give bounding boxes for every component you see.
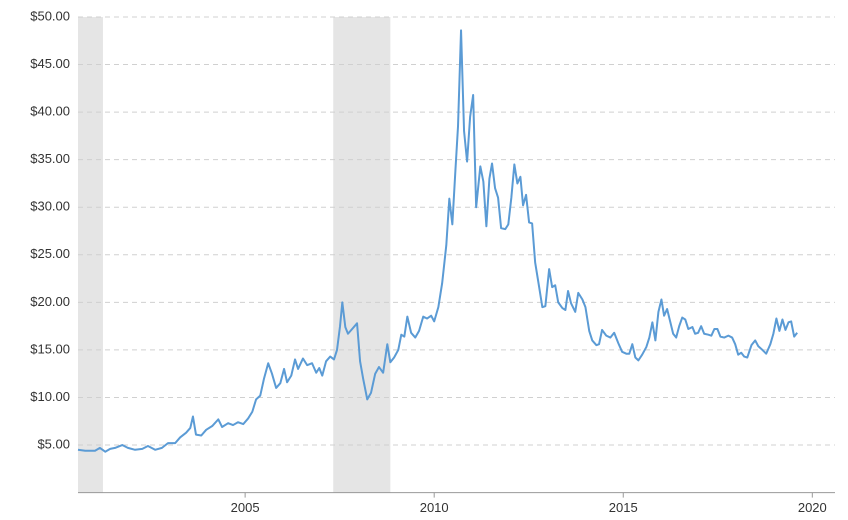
price-line	[77, 29, 798, 453]
x-tick-label: 2010	[420, 500, 449, 515]
y-tick-label: $25.00	[30, 246, 70, 261]
y-tick-label: $35.00	[30, 151, 70, 166]
y-tick-label: $40.00	[30, 104, 70, 119]
y-tick-label: $20.00	[30, 294, 70, 309]
y-tick-label: $5.00	[37, 436, 70, 451]
x-tick-label: 2015	[609, 500, 638, 515]
x-tick-label: 2005	[231, 500, 260, 515]
y-tick-label: $15.00	[30, 341, 70, 356]
y-tick-label: $30.00	[30, 199, 70, 214]
y-tick-label: $45.00	[30, 56, 70, 71]
y-tick-label: $10.00	[30, 389, 70, 404]
x-tick-label: 2020	[798, 500, 827, 515]
y-tick-label: $50.00	[30, 8, 70, 23]
